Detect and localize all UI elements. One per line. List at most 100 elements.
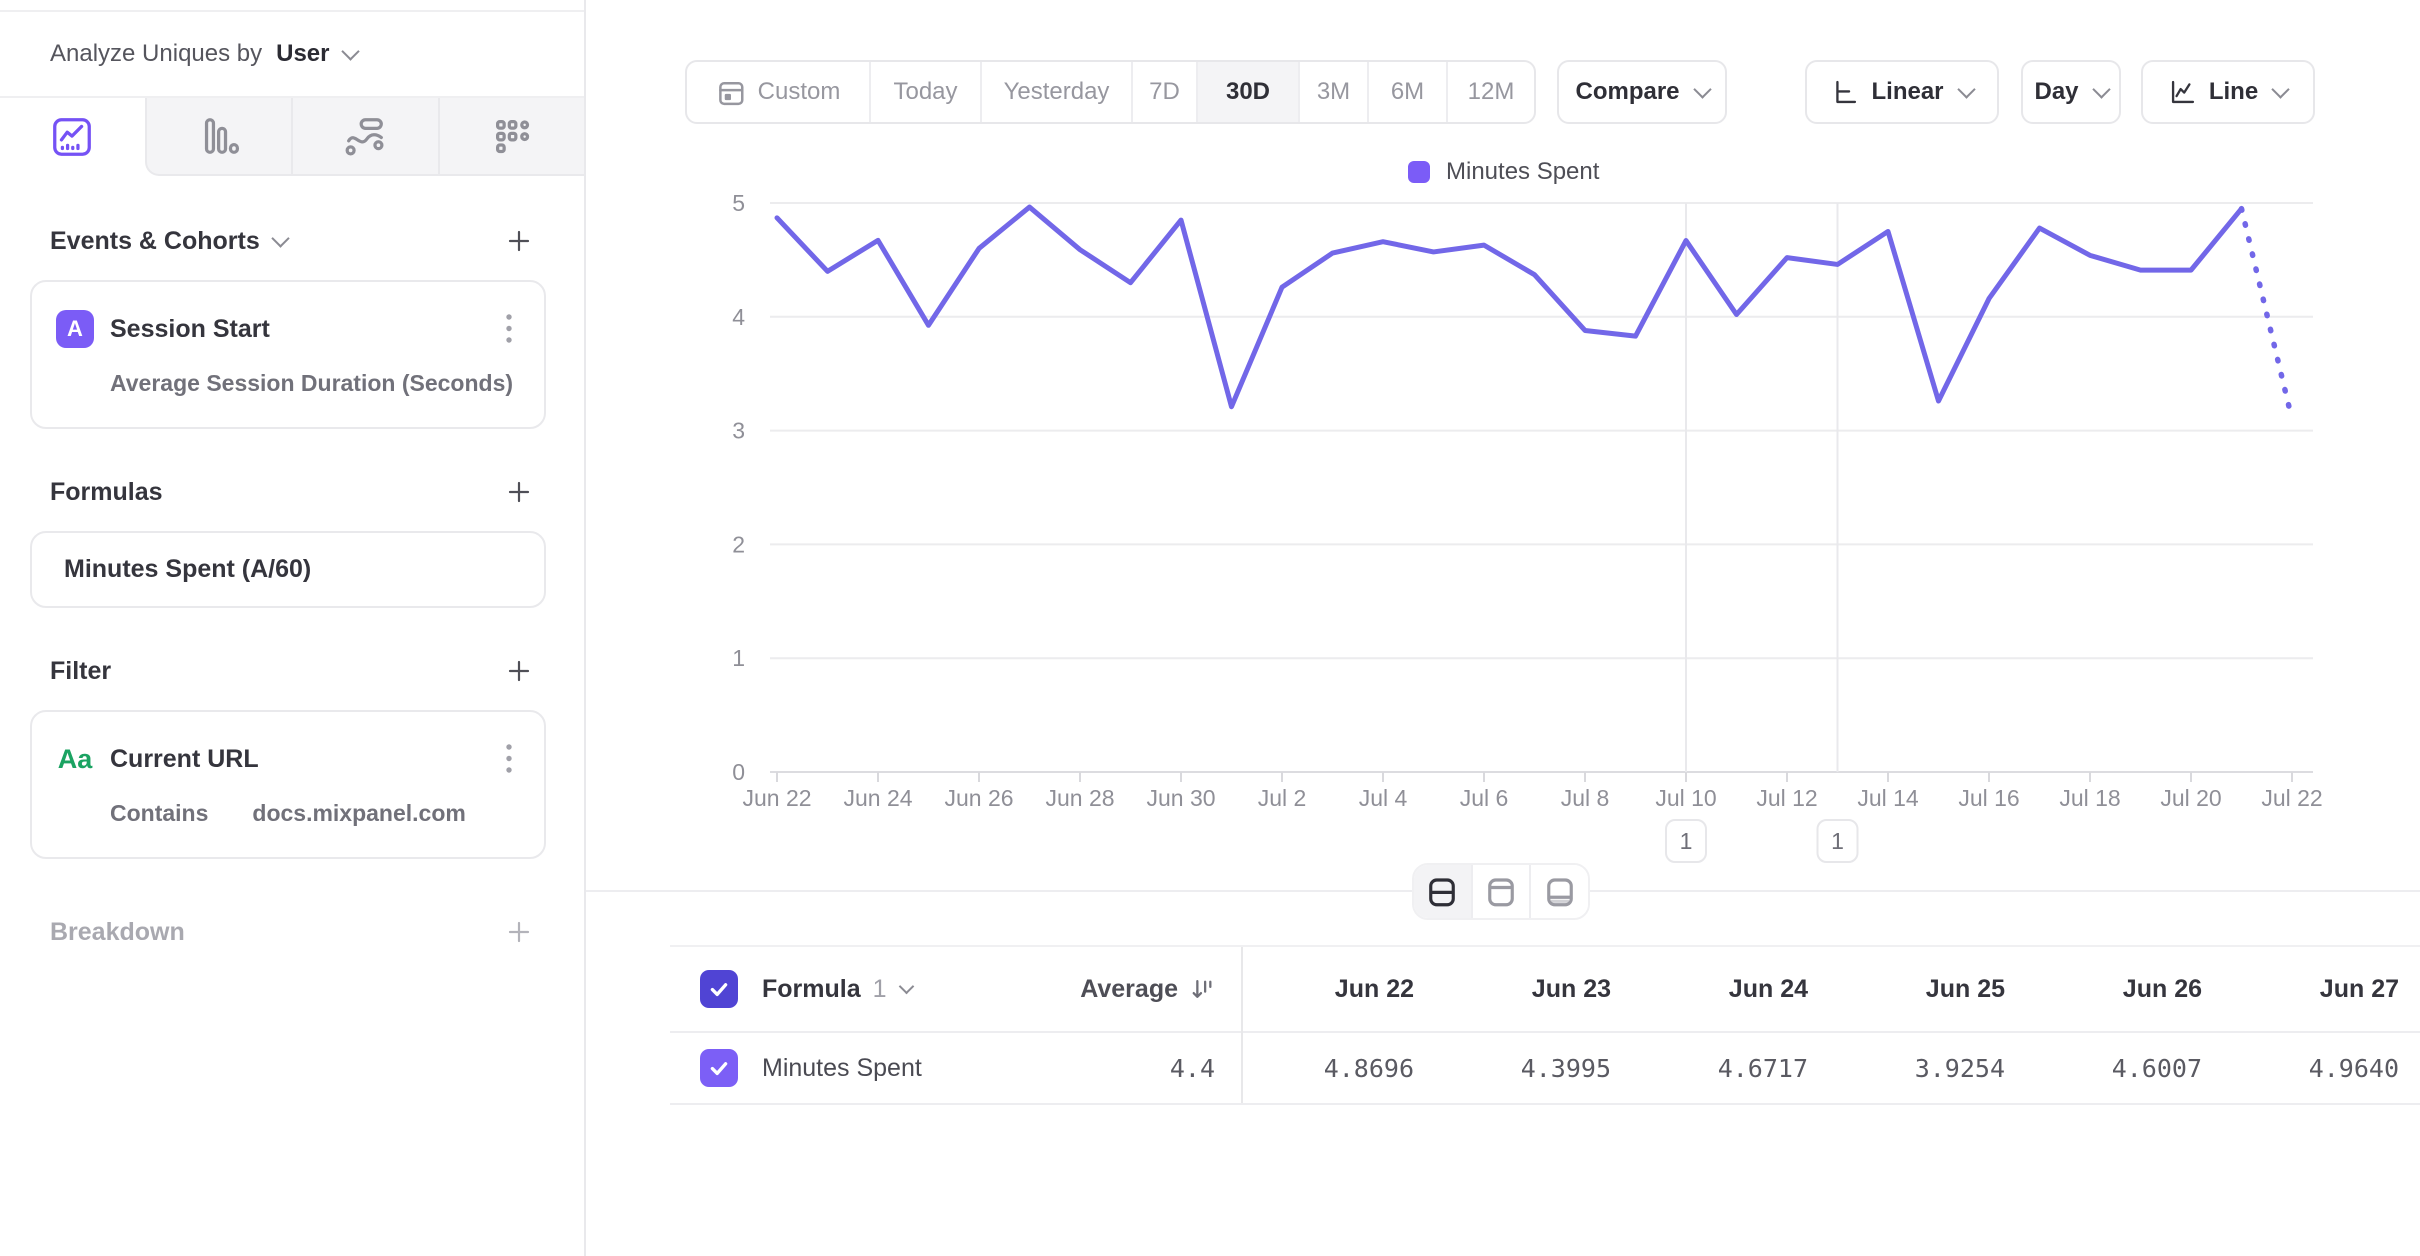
line-chart-tab-icon (49, 114, 95, 160)
bar-chart-tab-icon (196, 113, 242, 159)
range-yesterday[interactable]: Yesterday (982, 62, 1133, 122)
chart-canvas: 0 1 2 3 4 5 Jun 22 Jun 24 Jun 26 Jun 28 Jun 30 Jul … (732, 190, 2323, 863)
filter-operator[interactable]: Contains (110, 800, 209, 826)
cell-jun-27: 4.9640 (2308, 1053, 2399, 1083)
chevron-down-icon[interactable] (271, 228, 290, 248)
tab-insights[interactable] (0, 98, 145, 176)
chevron-down-icon (2271, 79, 2290, 99)
row-checkbox[interactable] (700, 1049, 738, 1087)
event-card-session-start[interactable]: A Session Start Average Session Duration… (30, 280, 546, 429)
range-6m[interactable]: 6M (1369, 62, 1448, 122)
average-label: Average (1080, 974, 1178, 1003)
formulas-title: Formulas (50, 477, 163, 506)
formula-name: Minutes Spent (A/60) (64, 555, 312, 583)
cell-jun-23: 4.3995 (1520, 1053, 1611, 1083)
column-header-jun-27[interactable]: Jun 27 (2319, 974, 2399, 1003)
formula-card[interactable]: Minutes Spent (A/60) (30, 531, 546, 608)
layout-bottom-bar-button[interactable] (1529, 865, 1588, 918)
legend-item-minutes-spent[interactable]: Minutes Spent (1408, 158, 1599, 186)
bottom-bar-icon (1546, 877, 1573, 906)
range-label: Yesterday (1003, 78, 1110, 105)
range-label: 7D (1149, 78, 1180, 105)
query-builder-sidebar: Analyze Uniques by User (0, 0, 586, 1256)
tab-flows[interactable] (291, 98, 438, 176)
string-property-badge: Aa (57, 743, 93, 774)
x-axis-label: Jul 22 (2261, 785, 2322, 811)
chevron-down-icon (340, 41, 360, 61)
breakdown-header: Breakdown (0, 917, 584, 947)
kebab-menu-icon[interactable] (498, 308, 520, 350)
granularity-dropdown-button[interactable]: Day (2021, 60, 2121, 124)
x-axis-label: Jul 10 (1655, 785, 1716, 811)
y-axis-label: 4 (732, 304, 745, 330)
line-chart: 0 1 2 3 4 5 Jun 22 Jun 24 Jun 26 Jun 28 Jun 30 Jul … (585, 130, 2420, 890)
column-header-jun-23[interactable]: Jun 23 (1531, 974, 1611, 1003)
column-header-jun-24[interactable]: Jun 24 (1728, 974, 1808, 1003)
table-header-row: Formula 1 Average Jun 22 Jun 23 Jun 24 Jun … (670, 947, 2420, 1105)
x-axis-label: Jun 22 (742, 785, 811, 811)
scale-dropdown-button[interactable]: Linear (1805, 60, 1999, 124)
legend-swatch (1408, 161, 1430, 183)
formula-group-number: 1 (872, 974, 887, 1003)
event-metric[interactable]: Average Session Duration (Seconds) (110, 370, 514, 396)
x-axis-label: Jul 12 (1756, 785, 1817, 811)
filter-property-name: Current URL (110, 744, 259, 773)
x-axis-label: Jul 6 (1460, 785, 1509, 811)
legend-label: Minutes Spent (1446, 158, 1600, 185)
filter-card-current-url[interactable]: Aa Current URL Contains docs.mixpanel.co… (30, 710, 546, 859)
column-header-jun-25[interactable]: Jun 25 (1925, 974, 2005, 1003)
event-name: Session Start (110, 314, 270, 343)
chevron-down-icon (1692, 79, 1712, 99)
range-label: 3M (1316, 78, 1351, 105)
range-7d[interactable]: 7D (1133, 62, 1198, 122)
range-12m[interactable]: 12M (1448, 62, 1534, 122)
compare-button[interactable]: Compare (1557, 60, 1727, 124)
formula-group-dropdown[interactable]: Formula 1 (762, 975, 1052, 1004)
cell-jun-26: 4.6007 (2111, 1053, 2202, 1083)
cell-jun-25: 3.9254 (1914, 1053, 2005, 1083)
range-custom[interactable]: Custom (687, 62, 871, 122)
report-type-tabs (0, 98, 584, 176)
range-30d[interactable]: 30D (1198, 62, 1300, 122)
kebab-menu-icon[interactable] (498, 738, 520, 780)
analyze-uniques-value-dropdown[interactable]: User (276, 40, 330, 67)
sort-icon (1188, 976, 1215, 1003)
breakdown-title: Breakdown (50, 917, 185, 946)
column-divider (1241, 947, 1243, 1105)
add-filter-button[interactable] (504, 656, 534, 686)
tab-bar-chart[interactable] (144, 98, 291, 176)
chart-type-dropdown-button[interactable]: Line (2141, 60, 2315, 124)
x-axis-label: Jul 18 (2059, 785, 2120, 811)
split-horizontal-icon (1429, 877, 1456, 906)
column-header-jun-26[interactable]: Jun 26 (2122, 974, 2202, 1003)
annotation-badge[interactable] (1665, 819, 1707, 863)
x-axis-label: Jul 2 (1258, 785, 1307, 811)
filter-header: Filter (0, 656, 584, 686)
x-axis-label: Jun 28 (1045, 785, 1114, 811)
range-today[interactable]: Today (871, 62, 982, 122)
x-axis-label: Jul 8 (1561, 785, 1610, 811)
chart-type-label: Line (2208, 78, 2259, 105)
column-header-jun-22[interactable]: Jun 22 (1334, 974, 1414, 1003)
y-axis-label: 5 (732, 190, 745, 216)
range-3m[interactable]: 3M (1300, 62, 1369, 122)
filter-value[interactable]: docs.mixpanel.com (252, 800, 466, 826)
x-axis-label: Jun 24 (843, 785, 912, 811)
layout-top-bar-button[interactable] (1470, 865, 1530, 918)
x-axis-label: Jul 4 (1359, 785, 1408, 811)
annotation-badge[interactable] (1816, 819, 1859, 863)
annotation-count: 1 (1831, 828, 1844, 854)
events-cohorts-header: Events & Cohorts (0, 226, 584, 256)
select-all-checkbox[interactable] (700, 970, 738, 1008)
y-axis-label: 2 (732, 531, 745, 557)
add-formula-button[interactable] (504, 477, 534, 507)
range-label: 12M (1467, 78, 1515, 105)
y-axis-label: 1 (732, 645, 745, 671)
add-event-button[interactable] (504, 226, 534, 256)
add-breakdown-button[interactable] (504, 917, 534, 947)
tab-retention[interactable] (437, 98, 584, 176)
average-column-header[interactable]: Average (1052, 975, 1241, 1004)
layout-split-horizontal-button[interactable] (1414, 865, 1471, 918)
results-table: Formula 1 Average Jun 22 Jun 23 Jun 24 Jun … (670, 945, 2420, 1105)
